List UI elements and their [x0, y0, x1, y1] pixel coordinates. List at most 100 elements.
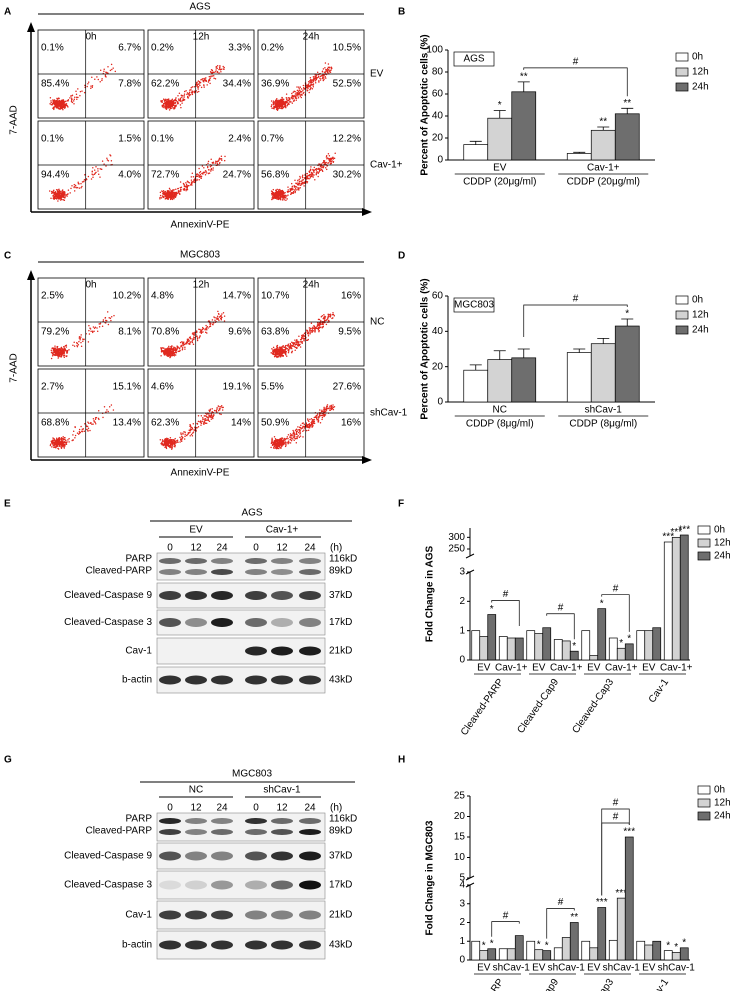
row-label: b-actin [122, 675, 152, 686]
legend-swatch [675, 310, 689, 320]
bar [471, 630, 481, 661]
blot-band [299, 569, 321, 575]
blot-band [159, 910, 181, 920]
bar [463, 144, 489, 161]
inset-title: MGC803 [454, 300, 494, 311]
legend-swatch [675, 52, 689, 62]
size-label: 43kD [329, 675, 352, 686]
legend-swatch [675, 67, 689, 77]
significance-mark: *** [615, 888, 627, 899]
group-label: Cleaved-Cap9 [515, 677, 561, 736]
blot-band [299, 818, 321, 824]
bar [679, 534, 689, 661]
quadrant-value: 70.8% [151, 327, 179, 338]
x-tick-label: Cav-1+ [605, 663, 638, 674]
x-tick-label: Cav-1+ [550, 663, 583, 674]
significance-mark: * [674, 942, 678, 953]
legend-label: 12h [692, 67, 709, 78]
significance-mark: *** [623, 827, 635, 838]
quadrant-value: 36.9% [261, 79, 289, 90]
blot-band [245, 591, 267, 600]
size-label: 21kD [329, 910, 352, 921]
bar [561, 937, 571, 961]
y-tick-label: 3 [459, 567, 465, 578]
quadrant-value: 8.1% [118, 327, 141, 338]
lane-label: 24 [304, 803, 316, 814]
quadrant-value: 68.8% [41, 418, 69, 429]
error-bar [469, 364, 482, 371]
bar [589, 947, 599, 961]
legend-label: 12h [714, 798, 730, 809]
y-tick-label: 250 [448, 544, 465, 555]
significance-mark: * [498, 100, 502, 111]
cell-dots [160, 64, 225, 111]
blot-band [211, 569, 233, 575]
panel-letter: C [4, 251, 11, 262]
quadrant-value: 50.9% [261, 418, 289, 429]
group-label: NC [189, 785, 203, 796]
bar [624, 643, 634, 661]
comparison-bracket [491, 600, 520, 626]
comparison-bracket [546, 613, 575, 640]
axis-break [465, 553, 475, 559]
quadrant-value: 34.4% [223, 79, 251, 90]
x-sublabel: CDDP (8μg/ml) [466, 419, 534, 430]
row-label: Cav-1 [125, 910, 152, 921]
bar [511, 357, 537, 403]
row-label: Cleaved-Caspase 3 [64, 617, 152, 628]
quadrant-value: 9.6% [228, 327, 251, 338]
quadrant-value: 9.5% [338, 327, 361, 338]
cell-dots [160, 310, 226, 359]
blot-band [159, 675, 181, 685]
blot-band [271, 558, 293, 564]
quadrant-value: 10.7% [261, 291, 289, 302]
x-tick-label: EV [493, 163, 507, 174]
bar [506, 637, 516, 661]
legend-label: 0h [714, 785, 725, 796]
bar [636, 940, 646, 961]
group-label: Cleaved-PARP [459, 977, 506, 991]
quadrant-value: 85.4% [41, 79, 69, 90]
blot-band [271, 569, 293, 575]
blot-band [271, 910, 293, 920]
x-tick-label: EV [587, 963, 601, 974]
y-tick-label: 0 [437, 155, 443, 166]
error-bar [621, 107, 634, 114]
y-tick-label: 20 [454, 811, 466, 822]
y-axis-label: 7-AAD [9, 105, 20, 134]
significance-mark: *** [678, 525, 690, 536]
quadrant-value: 15.1% [113, 382, 141, 393]
significance-mark: * [619, 638, 623, 649]
bar [589, 655, 599, 661]
blot-band [271, 829, 293, 835]
size-label: 37kD [329, 590, 352, 601]
blot-band [271, 818, 293, 824]
legend-swatch [675, 325, 689, 335]
bar [652, 627, 662, 661]
significance-mark: * [572, 641, 576, 652]
panel-title: MGC803 [180, 250, 220, 261]
blot-band [245, 569, 267, 575]
quadrant-value: 14.7% [223, 291, 251, 302]
quadrant-value: 4.8% [151, 291, 174, 302]
cell-dots [270, 62, 333, 112]
error-bar [493, 110, 506, 119]
row-label: NC [370, 317, 384, 328]
blot-band [159, 940, 181, 950]
column-label: 0h [85, 280, 96, 291]
significance-mark: * [490, 938, 494, 949]
quadrant-value: 63.8% [261, 327, 289, 338]
quadrant-value: 16% [341, 291, 361, 302]
blot-band [211, 880, 233, 890]
x-tick-label: shCav-1 [493, 963, 531, 974]
y-axis-label: Percent of Apoptotic cells (%) [420, 34, 431, 175]
arrow-head [27, 22, 35, 32]
comparison-label: # [613, 583, 619, 594]
cell-dots [270, 312, 336, 359]
x-axis-label: AnnexinV-PE [171, 220, 230, 231]
row-label: Cleaved-Caspase 3 [64, 880, 152, 891]
column-label: 0h [85, 32, 96, 43]
size-label: 43kD [329, 940, 352, 951]
significance-mark: * [490, 604, 494, 615]
